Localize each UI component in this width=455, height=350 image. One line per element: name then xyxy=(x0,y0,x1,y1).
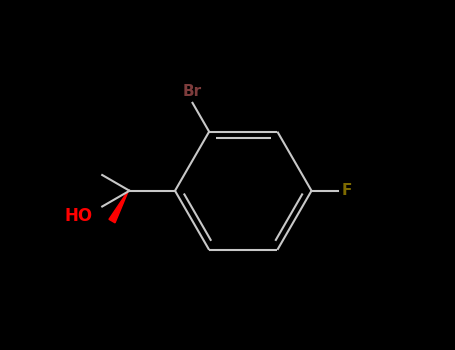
Text: HO: HO xyxy=(65,207,93,225)
Text: F: F xyxy=(341,183,352,198)
Text: Br: Br xyxy=(183,84,202,99)
Polygon shape xyxy=(109,190,129,223)
